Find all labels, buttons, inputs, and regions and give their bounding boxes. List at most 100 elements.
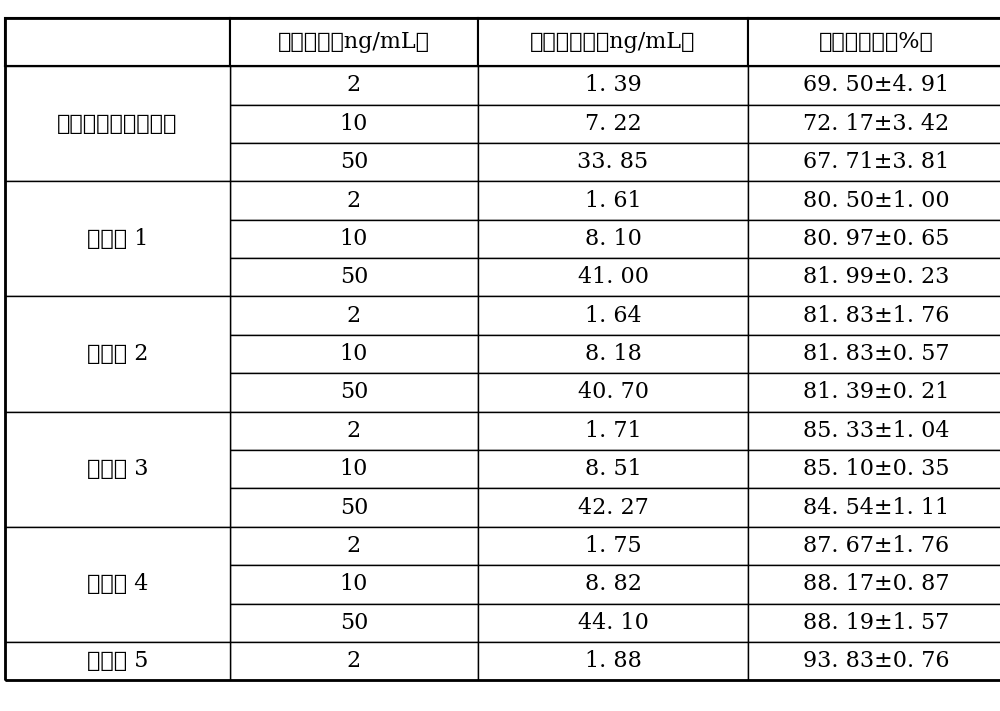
Text: 81. 99±0. 23: 81. 99±0. 23 <box>803 267 950 288</box>
Bar <box>748 642 1000 680</box>
Bar <box>478 450 748 488</box>
Text: 2: 2 <box>347 420 361 442</box>
Bar <box>230 335 478 373</box>
Text: 2: 2 <box>347 651 361 672</box>
Text: 实施例 5: 实施例 5 <box>87 651 148 672</box>
Bar <box>748 527 1000 565</box>
Text: 80. 97±0. 65: 80. 97±0. 65 <box>803 228 950 250</box>
Bar <box>230 143 478 181</box>
Text: 84. 54±1. 11: 84. 54±1. 11 <box>803 497 950 518</box>
Text: 8. 10: 8. 10 <box>585 228 641 250</box>
Text: 实施例 4: 实施例 4 <box>87 574 148 595</box>
Bar <box>748 66 1000 105</box>
Text: 7. 22: 7. 22 <box>585 113 641 134</box>
Bar <box>478 335 748 373</box>
Text: 实施例 2: 实施例 2 <box>87 343 148 365</box>
Bar <box>230 105 478 143</box>
Text: 1. 39: 1. 39 <box>585 75 641 96</box>
Bar <box>478 105 748 143</box>
Bar <box>748 335 1000 373</box>
Text: 87. 67±1. 76: 87. 67±1. 76 <box>803 535 950 557</box>
Bar <box>478 18 748 66</box>
Bar <box>478 373 748 412</box>
Text: 10: 10 <box>340 113 368 134</box>
Text: 2: 2 <box>347 305 361 326</box>
Text: 10: 10 <box>340 574 368 595</box>
Bar <box>748 373 1000 412</box>
Text: 88. 17±0. 87: 88. 17±0. 87 <box>803 574 950 595</box>
Bar <box>5 181 230 296</box>
Text: 81. 83±1. 76: 81. 83±1. 76 <box>803 305 950 326</box>
Bar <box>478 412 748 450</box>
Bar <box>478 258 748 296</box>
Bar <box>478 604 748 642</box>
Bar <box>478 527 748 565</box>
Bar <box>748 181 1000 220</box>
Text: 50: 50 <box>340 382 368 403</box>
Text: 44. 10: 44. 10 <box>578 612 648 634</box>
Bar <box>5 642 230 680</box>
Text: 1. 61: 1. 61 <box>585 190 641 211</box>
Text: 81. 39±0. 21: 81. 39±0. 21 <box>803 382 950 403</box>
Text: 实施例 3: 实施例 3 <box>87 459 148 480</box>
Bar <box>748 143 1000 181</box>
Text: 40. 70: 40. 70 <box>578 382 648 403</box>
Text: 41. 00: 41. 00 <box>578 267 648 288</box>
Text: 8. 82: 8. 82 <box>585 574 641 595</box>
Text: 67. 71±3. 81: 67. 71±3. 81 <box>803 151 950 173</box>
Bar <box>748 565 1000 604</box>
Text: 1. 75: 1. 75 <box>585 535 641 557</box>
Text: 10: 10 <box>340 228 368 250</box>
Bar <box>230 604 478 642</box>
Bar <box>230 258 478 296</box>
Text: 8. 51: 8. 51 <box>585 459 641 480</box>
Text: 69. 50±4. 91: 69. 50±4. 91 <box>803 75 950 96</box>
Bar <box>5 66 230 181</box>
Text: 85. 10±0. 35: 85. 10±0. 35 <box>803 459 950 480</box>
Bar <box>478 642 748 680</box>
Bar <box>478 488 748 527</box>
Bar <box>230 527 478 565</box>
Text: 实施例 1: 实施例 1 <box>87 228 148 250</box>
Bar <box>748 450 1000 488</box>
Text: 80. 50±1. 00: 80. 50±1. 00 <box>803 190 950 211</box>
Bar <box>748 296 1000 335</box>
Bar <box>5 296 230 412</box>
Bar <box>5 527 230 642</box>
Text: 50: 50 <box>340 151 368 173</box>
Text: 85. 33±1. 04: 85. 33±1. 04 <box>803 420 950 442</box>
Text: 1. 88: 1. 88 <box>585 651 641 672</box>
Bar <box>230 296 478 335</box>
Text: 1. 64: 1. 64 <box>585 305 641 326</box>
Text: 8. 18: 8. 18 <box>585 343 641 365</box>
Bar <box>230 565 478 604</box>
Text: 1. 71: 1. 71 <box>585 420 641 442</box>
Bar <box>230 642 478 680</box>
Text: 10: 10 <box>340 459 368 480</box>
Bar <box>5 18 230 66</box>
Text: 2: 2 <box>347 75 361 96</box>
Text: 88. 19±1. 57: 88. 19±1. 57 <box>803 612 950 634</box>
Bar <box>230 220 478 258</box>
Bar <box>748 604 1000 642</box>
Bar <box>478 181 748 220</box>
Text: 2: 2 <box>347 190 361 211</box>
Bar <box>5 412 230 527</box>
Bar <box>230 488 478 527</box>
Text: 81. 83±0. 57: 81. 83±0. 57 <box>803 343 950 365</box>
Text: 33. 85: 33. 85 <box>577 151 649 173</box>
Bar <box>748 220 1000 258</box>
Text: 平均回收率（%）: 平均回收率（%） <box>819 31 934 53</box>
Bar <box>478 565 748 604</box>
Bar <box>748 18 1000 66</box>
Bar <box>748 258 1000 296</box>
Bar <box>478 66 748 105</box>
Bar <box>230 373 478 412</box>
Text: 2: 2 <box>347 535 361 557</box>
Bar <box>230 66 478 105</box>
Text: 10: 10 <box>340 343 368 365</box>
Bar <box>230 412 478 450</box>
Text: 93. 83±0. 76: 93. 83±0. 76 <box>803 651 950 672</box>
Bar <box>230 18 478 66</box>
Text: 加标浓度（ng/mL）: 加标浓度（ng/mL） <box>278 31 430 53</box>
